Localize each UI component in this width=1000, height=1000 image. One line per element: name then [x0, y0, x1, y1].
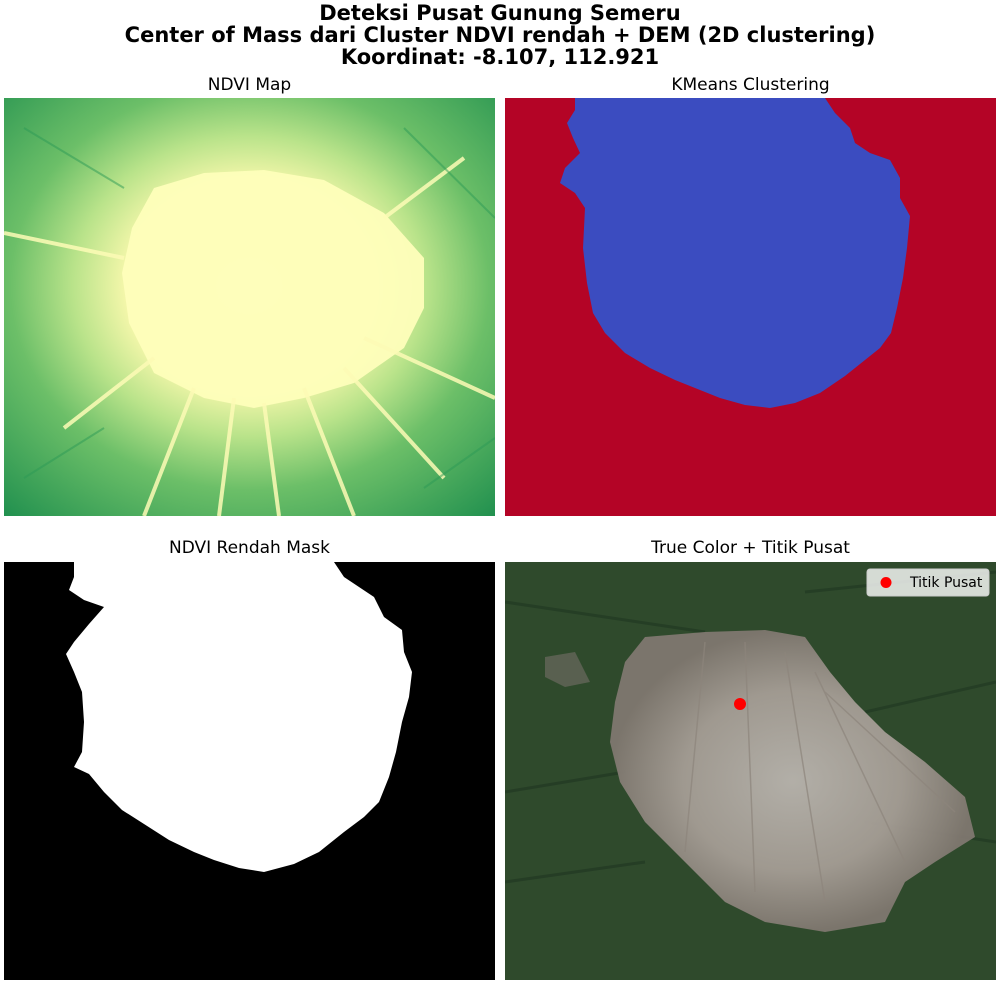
truecolor-panel-title: True Color + Titik Pusat: [651, 538, 850, 558]
cluster-low-ndvi-region: [560, 98, 910, 408]
legend-label: Titik Pusat: [909, 575, 983, 591]
figure-title-line-3: Koordinat: -8.107, 112.921: [340, 45, 660, 69]
legend-marker-icon: [880, 577, 892, 588]
figure-title-line-2: Center of Mass dari Cluster NDVI rendah …: [124, 23, 876, 47]
center-point-marker: [734, 698, 746, 710]
ndvi-map-image: [4, 98, 495, 516]
mask-panel-title: NDVI Rendah Mask: [168, 538, 330, 558]
truecolor-image: Titik Pusat: [505, 562, 996, 980]
truecolor-panel: Titik Pusat: [505, 562, 996, 980]
figure-title: Deteksi Pusat Gunung Semeru Center of Ma…: [0, 2, 1000, 68]
ndvi-mask-panel: [4, 562, 495, 980]
mask-low-ndvi-region: [66, 562, 412, 872]
legend: Titik Pusat: [866, 568, 990, 597]
kmeans-panel: [505, 98, 996, 516]
kmeans-panel-title: KMeans Clustering: [671, 75, 830, 95]
figure-title-line-1: Deteksi Pusat Gunung Semeru: [319, 1, 681, 25]
ndvi-panel-title: NDVI Map: [207, 75, 292, 95]
kmeans-cluster-image: [505, 98, 996, 516]
ndvi-map-panel: [4, 98, 495, 516]
ndvi-mask-image: [4, 562, 495, 980]
